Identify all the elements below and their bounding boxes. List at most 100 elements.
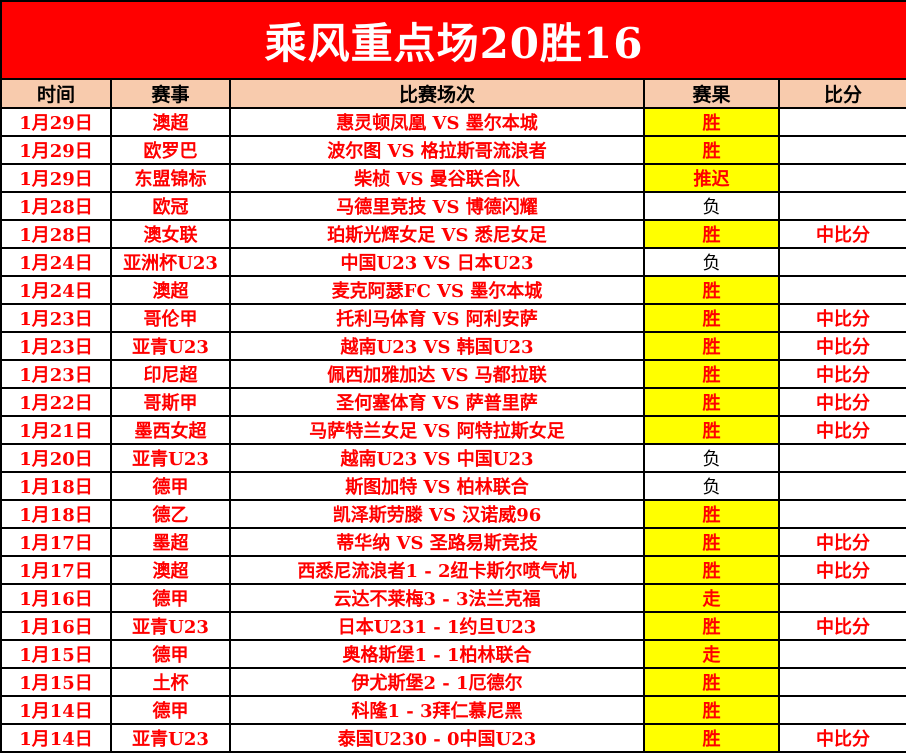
- match-cell: 科隆1 - 3拜仁慕尼黑: [229, 695, 645, 725]
- match-cell: 越南U23 VS 韩国U23: [229, 331, 645, 361]
- match-cell: 西悉尼流浪者1 - 2纽卡斯尔喷气机: [229, 555, 645, 585]
- match-cell: 伊尤斯堡2 - 1厄德尔: [229, 667, 645, 697]
- column-header-time: 时间: [0, 78, 112, 109]
- league-cell: 欧罗巴: [110, 135, 231, 165]
- table-row: 1月16日 亚青U23 日本U231 - 1约旦U23 胜 中比分: [0, 611, 906, 641]
- table-row: 1月29日 东盟锦标 柴桢 VS 曼谷联合队 推迟: [0, 163, 906, 193]
- league-cell: 亚青U23: [110, 331, 231, 361]
- league-cell: 澳女联: [110, 219, 231, 249]
- banner-row: 乘风重点场20胜16: [0, 0, 906, 80]
- result-cell: 胜: [643, 135, 780, 165]
- date-cell: 1月15日: [0, 667, 112, 697]
- league-cell: 墨西女超: [110, 415, 231, 445]
- column-header-match: 比赛场次: [229, 78, 645, 109]
- match-cell: 波尔图 VS 格拉斯哥流浪者: [229, 135, 645, 165]
- match-cell: 托利马体育 VS 阿利安萨: [229, 303, 645, 333]
- table-row: 1月18日 德甲 斯图加特 VS 柏林联合 负: [0, 471, 906, 501]
- date-cell: 1月17日: [0, 527, 112, 557]
- score-cell: 中比分: [777, 303, 906, 333]
- column-header-league: 赛事: [110, 78, 231, 109]
- score-cell: [777, 135, 906, 165]
- table-row: 1月22日 哥斯甲 圣何塞体育 VS 萨普里萨 胜 中比分: [0, 387, 906, 417]
- match-cell: 圣何塞体育 VS 萨普里萨: [229, 387, 645, 417]
- result-cell: 负: [643, 471, 780, 501]
- match-cell: 马德里竞技 VS 博德闪耀: [229, 191, 645, 221]
- date-cell: 1月23日: [0, 303, 112, 333]
- match-cell: 柴桢 VS 曼谷联合队: [229, 163, 645, 193]
- column-header-result: 赛果: [643, 78, 780, 109]
- result-cell: 胜: [643, 331, 780, 361]
- league-cell: 亚青U23: [110, 611, 231, 641]
- date-cell: 1月22日: [0, 387, 112, 417]
- table-row: 1月28日 澳女联 珀斯光辉女足 VS 悉尼女足 胜 中比分: [0, 219, 906, 249]
- date-cell: 1月29日: [0, 107, 112, 137]
- table-row: 1月23日 印尼超 佩西加雅加达 VS 马都拉联 胜 中比分: [0, 359, 906, 389]
- table-row: 1月17日 墨超 蒂华纳 VS 圣路易斯竞技 胜 中比分: [0, 527, 906, 557]
- result-cell: 胜: [643, 611, 780, 641]
- match-cell: 凯泽斯劳滕 VS 汉诺威96: [229, 499, 645, 529]
- date-cell: 1月15日: [0, 639, 112, 669]
- score-cell: [777, 583, 906, 613]
- score-cell: [777, 107, 906, 137]
- match-cell: 惠灵顿凤凰 VS 墨尔本城: [229, 107, 645, 137]
- column-header-score: 比分: [777, 78, 906, 109]
- score-cell: [777, 695, 906, 725]
- table-row: 1月14日 亚青U23 泰国U230 - 0中国U23 胜 中比分: [0, 723, 906, 753]
- match-cell: 马萨特兰女足 VS 阿特拉斯女足: [229, 415, 645, 445]
- table-row: 1月29日 澳超 惠灵顿凤凰 VS 墨尔本城 胜: [0, 107, 906, 137]
- league-cell: 澳超: [110, 275, 231, 305]
- date-cell: 1月18日: [0, 471, 112, 501]
- date-cell: 1月28日: [0, 219, 112, 249]
- date-cell: 1月23日: [0, 359, 112, 389]
- date-cell: 1月17日: [0, 555, 112, 585]
- league-cell: 亚青U23: [110, 443, 231, 473]
- score-cell: 中比分: [777, 611, 906, 641]
- date-cell: 1月23日: [0, 331, 112, 361]
- date-cell: 1月14日: [0, 723, 112, 753]
- match-cell: 云达不莱梅3 - 3法兰克福: [229, 583, 645, 613]
- match-cell: 日本U231 - 1约旦U23: [229, 611, 645, 641]
- result-cell: 负: [643, 247, 780, 277]
- date-cell: 1月20日: [0, 443, 112, 473]
- league-cell: 东盟锦标: [110, 163, 231, 193]
- result-cell: 胜: [643, 303, 780, 333]
- league-cell: 德甲: [110, 471, 231, 501]
- date-cell: 1月24日: [0, 275, 112, 305]
- result-cell: 负: [643, 191, 780, 221]
- result-cell: 负: [643, 443, 780, 473]
- date-cell: 1月18日: [0, 499, 112, 529]
- table-row: 1月18日 德乙 凯泽斯劳滕 VS 汉诺威96 胜: [0, 499, 906, 529]
- page-title: 乘风重点场20胜16: [0, 0, 906, 80]
- date-cell: 1月21日: [0, 415, 112, 445]
- results-table-body: 1月29日 澳超 惠灵顿凤凰 VS 墨尔本城 胜 1月29日 欧罗巴 波尔图 V…: [0, 107, 906, 753]
- score-cell: [777, 247, 906, 277]
- result-cell: 走: [643, 583, 780, 613]
- result-cell: 推迟: [643, 163, 780, 193]
- table-row: 1月28日 欧冠 马德里竞技 VS 博德闪耀 负: [0, 191, 906, 221]
- table-row: 1月16日 德甲 云达不莱梅3 - 3法兰克福 走: [0, 583, 906, 613]
- date-cell: 1月16日: [0, 611, 112, 641]
- score-cell: [777, 499, 906, 529]
- table-row: 1月14日 德甲 科隆1 - 3拜仁慕尼黑 胜: [0, 695, 906, 725]
- score-cell: 中比分: [777, 359, 906, 389]
- score-cell: [777, 275, 906, 305]
- result-cell: 胜: [643, 695, 780, 725]
- score-cell: 中比分: [777, 387, 906, 417]
- table-row: 1月21日 墨西女超 马萨特兰女足 VS 阿特拉斯女足 胜 中比分: [0, 415, 906, 445]
- match-cell: 佩西加雅加达 VS 马都拉联: [229, 359, 645, 389]
- result-cell: 胜: [643, 555, 780, 585]
- date-cell: 1月29日: [0, 163, 112, 193]
- league-cell: 墨超: [110, 527, 231, 557]
- league-cell: 德甲: [110, 695, 231, 725]
- result-cell: 胜: [643, 275, 780, 305]
- score-cell: 中比分: [777, 723, 906, 753]
- table-row: 1月15日 德甲 奥格斯堡1 - 1柏林联合 走: [0, 639, 906, 669]
- league-cell: 哥伦甲: [110, 303, 231, 333]
- match-cell: 蒂华纳 VS 圣路易斯竞技: [229, 527, 645, 557]
- match-cell: 斯图加特 VS 柏林联合: [229, 471, 645, 501]
- league-cell: 德乙: [110, 499, 231, 529]
- result-cell: 胜: [643, 359, 780, 389]
- date-cell: 1月29日: [0, 135, 112, 165]
- score-cell: [777, 191, 906, 221]
